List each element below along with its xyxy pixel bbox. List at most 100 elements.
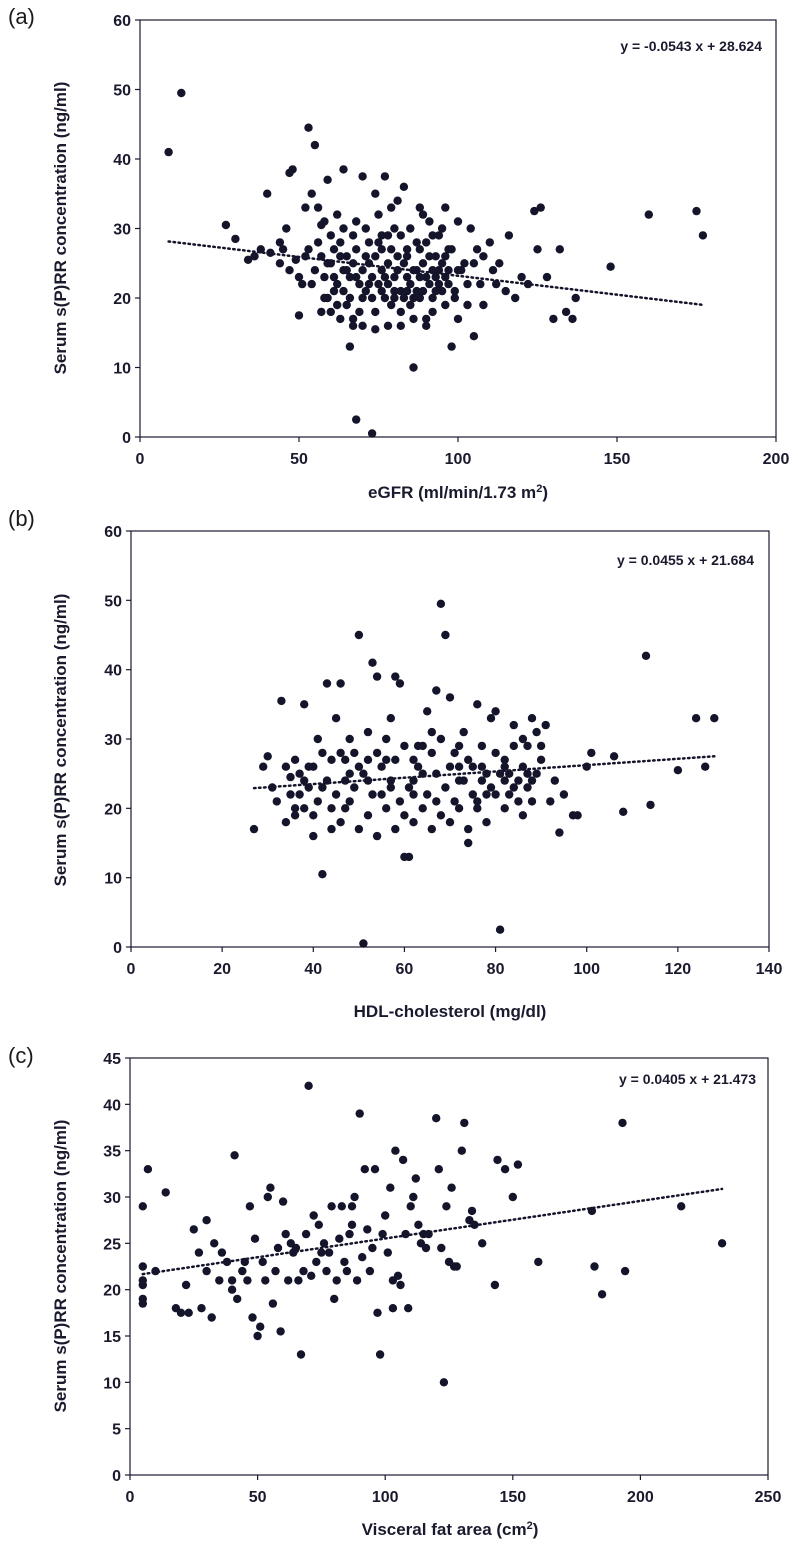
data-point bbox=[250, 1234, 260, 1243]
data-point bbox=[390, 293, 399, 303]
data-point bbox=[477, 741, 487, 751]
data-point bbox=[473, 804, 482, 813]
data-point bbox=[377, 286, 386, 296]
data-point bbox=[355, 279, 364, 289]
data-point bbox=[546, 797, 555, 806]
data-point bbox=[202, 1216, 211, 1225]
data-point bbox=[447, 342, 456, 351]
data-point bbox=[398, 1155, 408, 1165]
data-point bbox=[361, 224, 370, 233]
data-point bbox=[421, 1243, 431, 1253]
data-point bbox=[372, 672, 382, 681]
data-point bbox=[359, 939, 368, 948]
data-point bbox=[514, 797, 523, 806]
data-point bbox=[532, 727, 541, 737]
data-point bbox=[377, 231, 386, 240]
data-point bbox=[536, 755, 546, 764]
data-point bbox=[138, 1299, 147, 1308]
data-point bbox=[194, 1248, 204, 1257]
data-point bbox=[258, 1257, 267, 1267]
data-point bbox=[374, 210, 383, 219]
data-point bbox=[295, 790, 304, 799]
data-point bbox=[402, 272, 412, 282]
data-point bbox=[422, 321, 431, 330]
panel-a-x-axis-label: eGFR (ml/min/1.73 m2) bbox=[368, 483, 548, 502]
data-point bbox=[431, 272, 440, 282]
panel-a-x-ticks: 0 50 100 150 200 bbox=[136, 437, 789, 468]
data-point bbox=[396, 307, 405, 317]
data-point bbox=[396, 1280, 405, 1290]
panel-c: (c) 0 5 10 15 20 25 30 35 40 45 0 50 100 150 200 250 y… bbox=[8, 1043, 781, 1539]
data-point bbox=[409, 755, 418, 764]
data-point bbox=[710, 714, 719, 723]
data-point bbox=[479, 252, 488, 261]
data-point bbox=[450, 293, 459, 303]
data-point bbox=[352, 272, 361, 282]
data-point bbox=[386, 714, 395, 723]
data-point bbox=[387, 300, 396, 310]
data-point bbox=[371, 252, 380, 261]
data-point bbox=[447, 245, 456, 254]
data-point bbox=[342, 1266, 352, 1276]
data-point bbox=[418, 741, 427, 751]
data-point bbox=[485, 238, 494, 247]
data-point bbox=[326, 231, 335, 240]
data-point bbox=[434, 279, 444, 289]
y-tick-label: 15 bbox=[103, 1329, 121, 1346]
data-point bbox=[383, 259, 393, 268]
data-point bbox=[619, 807, 628, 816]
panel-a-y-ticks: 0 10 20 30 40 50 60 bbox=[113, 13, 140, 447]
data-point bbox=[431, 252, 440, 261]
data-point bbox=[533, 245, 542, 254]
data-point bbox=[523, 783, 532, 792]
data-point bbox=[336, 748, 345, 758]
data-point bbox=[309, 762, 318, 771]
data-point bbox=[409, 818, 418, 827]
data-point bbox=[350, 783, 359, 792]
data-point bbox=[329, 286, 339, 296]
data-point bbox=[406, 1202, 415, 1211]
data-point bbox=[368, 658, 377, 667]
y-tick-label: 30 bbox=[104, 732, 122, 749]
data-point bbox=[618, 1118, 627, 1128]
data-point bbox=[411, 1174, 420, 1183]
panel-b-x-ticks: 0 20 40 60 80 100 120 140 bbox=[127, 947, 782, 978]
data-point bbox=[409, 314, 418, 324]
x-tick-label: 0 bbox=[136, 451, 145, 468]
data-point bbox=[381, 1211, 390, 1220]
data-point bbox=[404, 852, 414, 862]
data-point bbox=[464, 838, 473, 848]
data-point bbox=[453, 217, 463, 226]
data-point bbox=[402, 252, 412, 261]
data-point bbox=[309, 831, 318, 841]
data-point bbox=[399, 182, 409, 191]
data-point bbox=[266, 1183, 275, 1192]
y-tick-label: 0 bbox=[122, 430, 131, 447]
data-point bbox=[161, 1188, 170, 1197]
data-point bbox=[393, 266, 402, 275]
data-point bbox=[523, 741, 532, 751]
data-point bbox=[482, 818, 491, 827]
data-point bbox=[488, 266, 498, 275]
data-point bbox=[238, 1266, 247, 1276]
data-point bbox=[476, 279, 485, 289]
data-point bbox=[479, 300, 488, 310]
data-point bbox=[500, 776, 509, 785]
panel-a-plot-frame bbox=[139, 19, 777, 438]
data-point bbox=[477, 776, 487, 785]
data-point bbox=[482, 790, 491, 799]
data-point bbox=[450, 286, 459, 296]
y-tick-label: 60 bbox=[113, 13, 131, 30]
data-point bbox=[425, 279, 434, 289]
data-point bbox=[341, 755, 350, 764]
data-point bbox=[418, 259, 428, 268]
data-point bbox=[493, 1155, 502, 1165]
data-point bbox=[701, 762, 710, 771]
data-point bbox=[400, 811, 409, 820]
data-point bbox=[164, 147, 173, 157]
data-point bbox=[463, 300, 472, 310]
data-point bbox=[331, 790, 341, 799]
x-tick-label: 120 bbox=[665, 961, 692, 978]
data-point bbox=[495, 259, 504, 268]
data-point bbox=[495, 925, 505, 934]
